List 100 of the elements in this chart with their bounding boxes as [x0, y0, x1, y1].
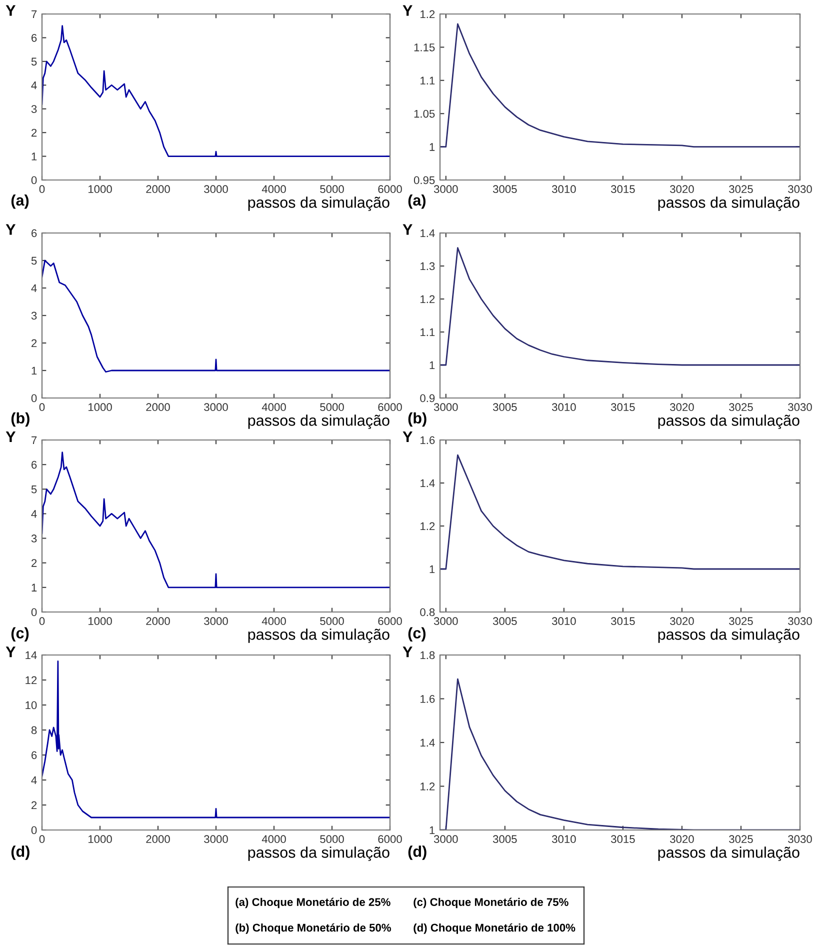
text: (b)	[11, 412, 30, 427]
y-tick-label: 1	[430, 143, 435, 151]
x-tick-label: 5000	[320, 617, 344, 626]
text: (c)	[408, 627, 426, 642]
x-axis-title: passos da simulação	[248, 196, 390, 211]
x-tick-label: 3000	[204, 617, 228, 626]
x-tick-label: 5000	[320, 403, 344, 412]
x-tick-label: 1000	[88, 403, 112, 412]
line-series	[42, 452, 390, 588]
x-tick-label: 3010	[552, 835, 576, 844]
x-tick-label: 3000	[434, 403, 458, 412]
text: (c)	[11, 627, 29, 642]
y-tick-label: 6	[32, 34, 37, 42]
x-tick-label: 3000	[204, 835, 228, 844]
x-tick-label: 6000	[378, 617, 402, 626]
y-tick-label: 4	[31, 510, 37, 518]
text: (d) Choque Monetário de 100%	[414, 923, 576, 934]
y-tick-label: 8	[31, 726, 37, 734]
x-tick-label: 3025	[729, 617, 753, 626]
y-tick-label: 4	[31, 776, 37, 784]
y-axis-title: Y	[6, 646, 16, 658]
x-tick-label: 4000	[262, 403, 286, 412]
line-series	[440, 247, 800, 366]
y-tick-label: 1	[430, 826, 435, 834]
x-tick-label: 3000	[434, 185, 458, 194]
y-tick-label: 0	[31, 176, 37, 184]
line-series	[42, 260, 390, 373]
y-tick-label: 6	[32, 460, 37, 469]
x-axis-title: passos da simulação	[248, 414, 390, 429]
x-tick-label: 3000	[434, 835, 458, 844]
y-tick-label: 2	[32, 339, 37, 348]
y-axis-title: Y	[6, 431, 16, 442]
x-axis-title: passos da simulação	[248, 846, 390, 861]
x-tick-label: 3015	[611, 185, 635, 194]
y-tick-label: 10	[26, 701, 37, 710]
text: (b) Choque Monetário de 50%	[236, 923, 392, 934]
y-tick-label: 1	[32, 584, 37, 592]
line-series	[42, 660, 390, 818]
x-tick-label: 3000	[434, 617, 458, 626]
x-tick-label: 0	[39, 617, 45, 626]
x-tick-label: 3000	[204, 403, 228, 412]
x-tick-label: 3030	[788, 835, 812, 844]
y-tick-label: 1.15	[414, 44, 435, 52]
x-tick-label: 4000	[262, 185, 286, 194]
x-axis-title: passos da simulação	[658, 196, 800, 211]
x-tick-label: 3010	[552, 617, 576, 626]
x-tick-label: 4000	[262, 617, 286, 626]
y-tick-label: 7	[32, 436, 37, 444]
x-tick-label: 0	[39, 403, 45, 412]
x-tick-label: 3005	[492, 835, 517, 844]
x-tick-label: 3010	[552, 403, 576, 412]
y-tick-label: 1.1	[420, 328, 435, 336]
x-tick-label: 3030	[788, 185, 812, 194]
x-axis-title: passos da simulação	[248, 628, 390, 643]
x-tick-label: 3025	[729, 835, 753, 844]
x-tick-label: 6000	[378, 403, 402, 412]
x-tick-label: 3015	[611, 835, 635, 844]
y-tick-label: 1.2	[420, 10, 435, 18]
y-tick-label: 3	[31, 105, 37, 113]
x-tick-label: 0	[39, 835, 45, 844]
x-tick-label: 3015	[611, 403, 635, 412]
y-tick-label: 1	[430, 565, 435, 574]
text: (d)	[408, 846, 426, 860]
y-tick-label: 6	[32, 229, 37, 238]
x-tick-label: 1000	[88, 617, 112, 626]
y-axis-title: Y	[6, 224, 16, 235]
x-tick-label: 3005	[492, 403, 517, 412]
x-axis-title: passos da simulação	[658, 846, 800, 861]
y-tick-label: 5	[31, 486, 37, 494]
y-tick-label: 1.8	[420, 651, 435, 660]
y-tick-label: 1.2	[420, 522, 435, 530]
y-tick-label: 4	[31, 284, 37, 292]
line-series	[440, 23, 800, 148]
y-tick-label: 4	[31, 82, 37, 90]
y-tick-label: 2	[32, 559, 37, 567]
x-tick-label: 2000	[146, 835, 170, 844]
y-tick-label: 2	[32, 128, 37, 137]
x-tick-label: 5000	[320, 185, 344, 194]
x-tick-label: 6000	[378, 835, 402, 844]
text: (d)	[11, 846, 30, 860]
y-tick-label: 6	[32, 751, 37, 760]
y-tick-label: 2	[32, 801, 37, 810]
x-tick-label: 3025	[729, 403, 753, 412]
text: (a)	[11, 194, 29, 209]
y-axis-title: Y	[402, 5, 412, 16]
y-tick-label: 5	[31, 58, 37, 66]
y-tick-label: 1	[32, 366, 37, 375]
text: (c) Choque Monetário de 75%	[414, 898, 568, 908]
x-tick-label: 3010	[552, 185, 576, 194]
x-tick-label: 3020	[670, 185, 694, 194]
x-tick-label: 4000	[262, 835, 286, 844]
y-tick-label: 0.8	[420, 608, 435, 616]
line-series	[42, 25, 390, 157]
y-tick-label: 0	[31, 394, 37, 402]
y-tick-label: 1.6	[420, 436, 435, 444]
x-tick-label: 3030	[788, 403, 812, 412]
y-axis-title: Y	[402, 646, 412, 658]
line-series	[440, 454, 800, 570]
y-tick-label: 12	[26, 676, 37, 684]
x-tick-label: 3030	[788, 617, 812, 626]
